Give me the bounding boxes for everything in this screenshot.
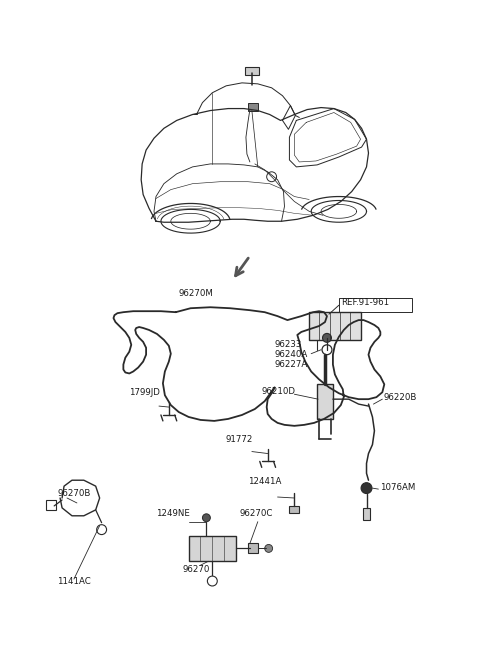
Text: 1141AC: 1141AC xyxy=(57,577,91,586)
Text: 96220B: 96220B xyxy=(384,393,417,402)
Bar xyxy=(248,544,258,553)
Text: 96270M: 96270M xyxy=(178,290,213,298)
Bar xyxy=(309,312,360,340)
Text: 1076AM: 1076AM xyxy=(380,483,416,492)
Circle shape xyxy=(361,483,372,494)
Circle shape xyxy=(323,333,331,343)
Circle shape xyxy=(203,514,210,522)
Text: 1799JD: 1799JD xyxy=(129,388,160,397)
Bar xyxy=(317,384,333,419)
Text: 96270C: 96270C xyxy=(240,509,274,517)
Bar xyxy=(189,536,236,561)
Bar xyxy=(339,298,412,312)
Text: 96233: 96233 xyxy=(275,340,302,349)
Bar xyxy=(289,506,300,513)
Text: 96270: 96270 xyxy=(183,565,210,574)
Circle shape xyxy=(264,544,273,552)
Text: REF.91-961: REF.91-961 xyxy=(341,298,389,307)
Bar xyxy=(245,67,259,75)
Bar xyxy=(46,500,56,510)
Text: 96227A: 96227A xyxy=(275,360,308,369)
Text: 96240A: 96240A xyxy=(275,350,308,359)
Bar xyxy=(248,103,258,111)
Text: 91772: 91772 xyxy=(225,435,252,443)
Text: 12441A: 12441A xyxy=(248,477,281,486)
Text: 96210D: 96210D xyxy=(262,386,296,396)
Text: 1249NE: 1249NE xyxy=(156,509,190,517)
Text: 96270B: 96270B xyxy=(57,489,91,498)
Bar xyxy=(362,508,371,520)
